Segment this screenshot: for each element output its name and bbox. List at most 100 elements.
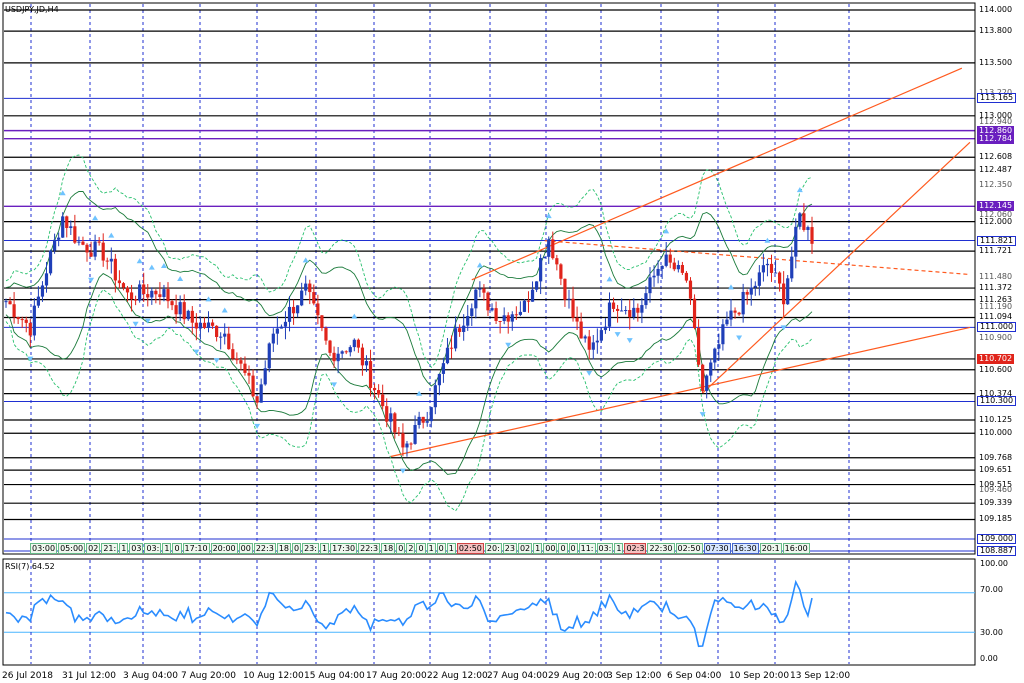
candle-body <box>729 311 732 320</box>
candle-body <box>25 320 28 323</box>
candle-body <box>349 347 352 352</box>
candle-body <box>503 315 506 321</box>
price-label: 113.165 <box>977 93 1016 103</box>
candle-body <box>357 340 360 348</box>
candle-body <box>721 324 724 344</box>
candle-body <box>685 273 688 281</box>
session-label: 16:00 <box>783 543 810 554</box>
candle-body <box>106 261 109 262</box>
session-label: 23 <box>503 543 517 554</box>
candle-body <box>223 334 226 337</box>
candle-body <box>632 308 635 317</box>
session-label: 02 <box>518 543 532 554</box>
candle-body <box>102 243 105 261</box>
candle-body <box>260 384 263 402</box>
candle-body <box>332 353 335 361</box>
candle-body <box>665 255 668 266</box>
candle-body <box>219 337 222 338</box>
candle-body <box>373 388 376 390</box>
candle-body <box>454 328 457 348</box>
candle-body <box>737 313 740 315</box>
session-label: 0 <box>416 543 425 554</box>
candle-body <box>413 425 416 444</box>
candle-body <box>725 320 728 325</box>
candle-body <box>446 348 449 363</box>
price-label: 109.651 <box>977 465 1014 475</box>
candle-body <box>353 340 356 347</box>
rsi-tick-0: 0.00 <box>980 654 998 663</box>
candle-body <box>701 365 704 391</box>
candle-body <box>673 263 676 270</box>
session-label: 05:00 <box>58 543 85 554</box>
candle-body <box>652 276 655 278</box>
candle-body <box>328 341 331 353</box>
candle-body <box>393 413 396 432</box>
candle-body <box>126 288 129 293</box>
candle-body <box>57 238 60 240</box>
candle-body <box>405 444 408 448</box>
session-time-strip: 03:00 05:00 02 21: 1 03 03: 1 0 17:10 20:00 00 22:3 1… <box>30 543 811 554</box>
candle-body <box>203 323 206 328</box>
candle-body <box>555 258 558 264</box>
candle-body <box>592 342 595 349</box>
price-label: 109.000 <box>977 534 1016 544</box>
price-chart[interactable]: USDJPY,JD,H4 <box>0 0 1024 556</box>
candle-body <box>268 343 271 368</box>
candle-body <box>256 396 259 402</box>
price-label: 111.372 <box>977 283 1014 293</box>
session-label: 0 <box>569 543 578 554</box>
session-label: 17:10 <box>183 543 210 554</box>
candle-body <box>73 226 76 242</box>
candle-body <box>535 281 538 289</box>
candle-body <box>806 227 809 230</box>
candle-body <box>312 292 315 303</box>
candle-body <box>65 216 68 228</box>
session-label: 07:30 <box>704 543 731 554</box>
candle-body <box>778 273 781 284</box>
session-label: 2 <box>406 543 415 554</box>
candle-body <box>337 354 340 361</box>
price-label: 112.608 <box>977 152 1014 162</box>
candle-body <box>604 327 607 330</box>
candle-body <box>713 349 716 363</box>
candle-body <box>810 227 813 244</box>
candle-body <box>750 287 753 294</box>
time-label: 10 Aug 12:00 <box>243 671 304 681</box>
candle-body <box>114 259 117 281</box>
candle-body <box>567 299 570 300</box>
candle-body <box>442 363 445 374</box>
candle-body <box>790 257 793 279</box>
time-label: 26 Jul 2018 <box>2 671 53 681</box>
session-label: 0 <box>437 543 446 554</box>
candle-body <box>588 336 591 349</box>
candle-body <box>531 290 534 302</box>
candle-body <box>596 341 599 343</box>
time-label: 31 Jul 12:00 <box>62 671 116 681</box>
candle-body <box>426 421 429 423</box>
session-label: 16:30 <box>732 543 759 554</box>
candle-body <box>179 302 182 314</box>
candle-body <box>264 368 267 384</box>
rsi-tick-70: 70.00 <box>980 585 1003 594</box>
session-label: 02:3 <box>624 543 646 554</box>
candle-body <box>150 291 153 298</box>
candle-body <box>118 280 121 283</box>
session-label: 22:30 <box>647 543 674 554</box>
candle-body <box>733 311 736 313</box>
candle-body <box>798 213 801 227</box>
candle-body <box>17 317 20 319</box>
candle-body <box>551 239 554 258</box>
candle-body <box>300 291 303 306</box>
rsi-label: RSI(7) 64.52 <box>5 562 55 571</box>
candle-body <box>563 279 566 300</box>
session-label: 0 <box>292 543 301 554</box>
price-label: 113.800 <box>977 26 1014 36</box>
candle-body <box>648 277 651 293</box>
session-label: 02:50 <box>457 543 484 554</box>
price-label: 112.784 <box>977 134 1014 144</box>
price-label: 111.480 <box>977 272 1014 282</box>
candle-body <box>786 278 789 304</box>
session-label: 1 <box>320 543 329 554</box>
session-label: 02:50 <box>676 543 703 554</box>
price-label: 111.190 <box>977 302 1014 312</box>
